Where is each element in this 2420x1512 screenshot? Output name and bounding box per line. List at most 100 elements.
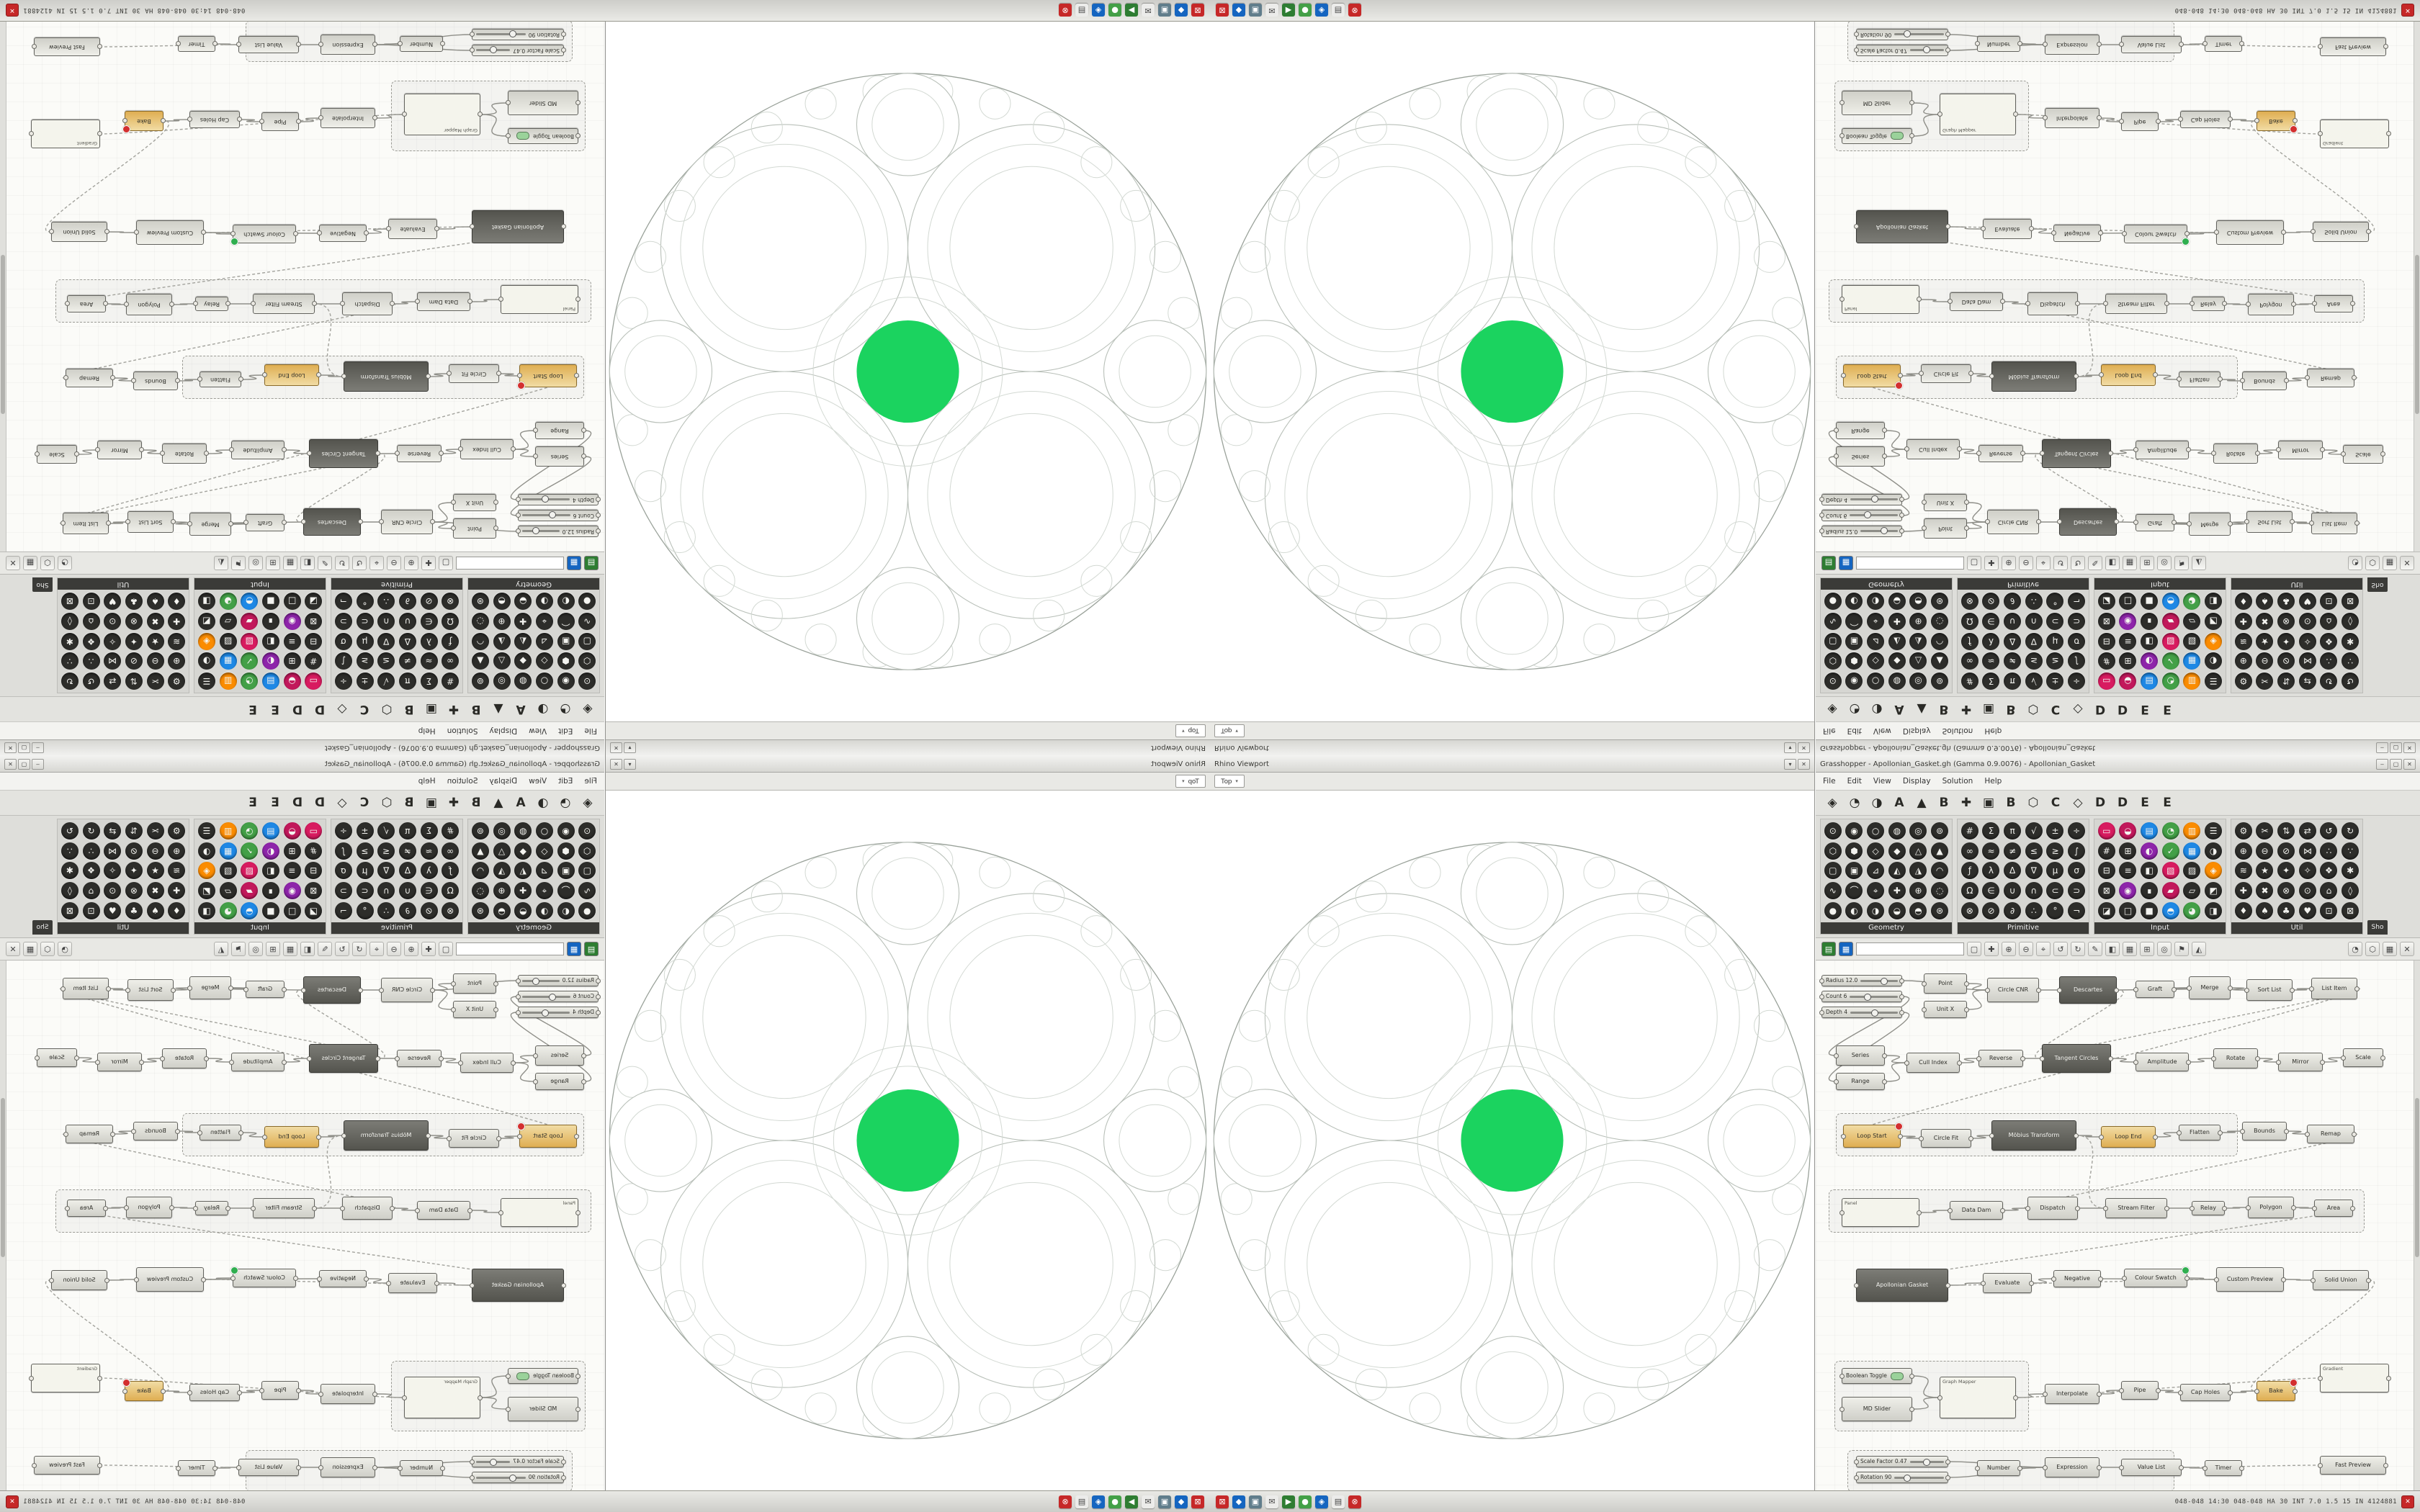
component-tab[interactable]: ▲: [493, 702, 503, 716]
slider-track[interactable]: [476, 30, 526, 38]
toolbar-icon[interactable]: ◭: [214, 942, 228, 956]
taskbar-icon[interactable]: ◆: [1175, 4, 1188, 17]
component-icon[interactable]: ▤: [261, 672, 279, 690]
component-icon[interactable]: ⊠: [60, 592, 79, 610]
gh-node[interactable]: Pipe: [261, 112, 299, 131]
component-tab[interactable]: ◑: [1871, 702, 1883, 716]
gh-node[interactable]: Sort List: [127, 511, 174, 533]
gh-node[interactable]: Polygon: [126, 1197, 172, 1218]
viewport-menu-button[interactable]: ▾: [624, 758, 636, 770]
component-icon[interactable]: ✦: [2277, 862, 2295, 880]
canvas-scrollbar[interactable]: [2414, 960, 2420, 1490]
component-icon[interactable]: ♠: [2256, 592, 2274, 610]
component-tab[interactable]: ◔: [1849, 702, 1860, 716]
component-icon[interactable]: ◉: [2119, 612, 2137, 630]
component-icon[interactable]: ≥: [2046, 652, 2064, 670]
component-icon[interactable]: ★: [2256, 862, 2274, 880]
component-icon[interactable]: ⊞: [283, 842, 301, 860]
component-icon[interactable]: ∴: [82, 652, 100, 670]
component-icon[interactable]: ▤: [2141, 822, 2159, 840]
gh-node[interactable]: Loop Start: [517, 364, 577, 390]
component-icon[interactable]: ∿: [578, 612, 596, 630]
component-icon[interactable]: ✖: [2256, 882, 2274, 900]
component-icon[interactable]: ◮: [493, 632, 511, 650]
gh-node[interactable]: Number: [400, 1460, 443, 1476]
slider-track[interactable]: [1860, 977, 1898, 985]
component-icon[interactable]: ✚: [168, 612, 186, 630]
component-icon[interactable]: ±: [356, 822, 374, 840]
gh-node[interactable]: Cull Index: [1904, 1053, 1962, 1073]
component-icon[interactable]: ◊: [60, 612, 79, 630]
toolbar-icon[interactable]: ⊞: [266, 942, 280, 956]
component-icon[interactable]: ⊙: [1824, 822, 1842, 840]
component-tab[interactable]: ◈: [583, 702, 593, 716]
gh-node[interactable]: Stream Filter: [2103, 1198, 2169, 1218]
gh-node[interactable]: Data Dam: [417, 292, 470, 311]
component-tab[interactable]: C: [359, 702, 369, 716]
component-icon[interactable]: ⬢: [557, 652, 575, 670]
component-icon[interactable]: ▭: [2097, 672, 2115, 690]
toolbar-icon[interactable]: ↺: [2053, 942, 2068, 956]
component-icon[interactable]: ◑: [2205, 842, 2223, 860]
slider-track[interactable]: [1860, 527, 1898, 535]
toolbar-icon[interactable]: ⬡: [40, 942, 55, 956]
component-icon[interactable]: ▭: [305, 822, 323, 840]
component-tab[interactable]: ◔: [560, 796, 571, 810]
taskbar-icon[interactable]: ◈: [1092, 4, 1105, 17]
gh-node[interactable]: Loop Start: [517, 1122, 577, 1148]
viewport-close-button[interactable]: ✕: [610, 758, 622, 770]
taskbar-icon[interactable]: ⊗: [1348, 1495, 1361, 1508]
component-icon[interactable]: ▧: [2161, 632, 2179, 650]
gh-node[interactable]: Polygon: [2246, 1197, 2296, 1218]
component-icon[interactable]: ♣: [2277, 592, 2295, 610]
gh-node[interactable]: Bake: [2257, 111, 2298, 133]
component-icon[interactable]: #: [2097, 842, 2115, 860]
gh-node[interactable]: Merge: [2189, 513, 2231, 536]
toolbar-icon[interactable]: ⌖: [2036, 556, 2051, 570]
component-icon[interactable]: °: [356, 902, 374, 920]
menu-item-view[interactable]: View: [529, 726, 547, 735]
component-icon[interactable]: ▰: [241, 612, 259, 630]
component-icon[interactable]: ◑: [2205, 652, 2223, 670]
canvas-search-input[interactable]: [456, 557, 564, 570]
gh-node[interactable]: Boolean Toggle: [508, 128, 578, 144]
component-icon[interactable]: ✧: [2298, 632, 2316, 650]
component-icon[interactable]: ▰: [2161, 612, 2179, 630]
gh-node[interactable]: Gradient: [2320, 120, 2389, 148]
gh-node[interactable]: Unit X: [453, 1001, 496, 1018]
gh-node[interactable]: Count 6: [518, 510, 599, 521]
component-tab[interactable]: ◔: [1849, 796, 1860, 810]
gh-node[interactable]: Evaluate: [1981, 1273, 2034, 1293]
menu-item-edit[interactable]: Edit: [1847, 726, 1862, 735]
component-icon[interactable]: ≋: [168, 632, 186, 650]
component-icon[interactable]: ◑: [197, 652, 215, 670]
gh-node[interactable]: Circle CNR: [381, 510, 433, 534]
slider-knob[interactable]: [508, 1474, 516, 1482]
component-icon[interactable]: ♦: [2234, 902, 2252, 920]
component-tab[interactable]: ✚: [1960, 702, 1972, 716]
taskbar-icon[interactable]: ✉: [1265, 4, 1278, 17]
component-tab[interactable]: ✚: [1960, 796, 1972, 810]
component-icon[interactable]: ▲: [471, 652, 489, 670]
component-icon[interactable]: ≤: [377, 652, 395, 670]
component-icon[interactable]: ⊙: [2298, 882, 2316, 900]
component-icon[interactable]: ÷: [2068, 822, 2086, 840]
component-icon[interactable]: ⊙: [578, 672, 596, 690]
component-icon[interactable]: ⊗: [125, 882, 143, 900]
component-icon[interactable]: Σ: [1982, 822, 2000, 840]
component-tab[interactable]: D: [292, 796, 303, 810]
component-icon[interactable]: ⊗: [2277, 612, 2295, 630]
component-icon[interactable]: ✂: [146, 672, 164, 690]
component-icon[interactable]: ¬: [2068, 592, 2086, 610]
component-icon[interactable]: ∎: [261, 612, 279, 630]
component-icon[interactable]: ◆: [514, 652, 532, 670]
gh-node[interactable]: Expression: [321, 1457, 375, 1477]
component-icon[interactable]: ⋈: [2298, 652, 2316, 670]
component-icon[interactable]: ◆: [514, 842, 532, 860]
taskbar-icon[interactable]: ●: [1108, 1495, 1121, 1508]
component-icon[interactable]: ⌖: [1867, 612, 1885, 630]
component-icon[interactable]: ✱: [2341, 862, 2360, 880]
component-icon[interactable]: ◔: [2161, 672, 2179, 690]
component-icon[interactable]: ↻: [60, 822, 79, 840]
component-icon[interactable]: ♦: [168, 902, 186, 920]
